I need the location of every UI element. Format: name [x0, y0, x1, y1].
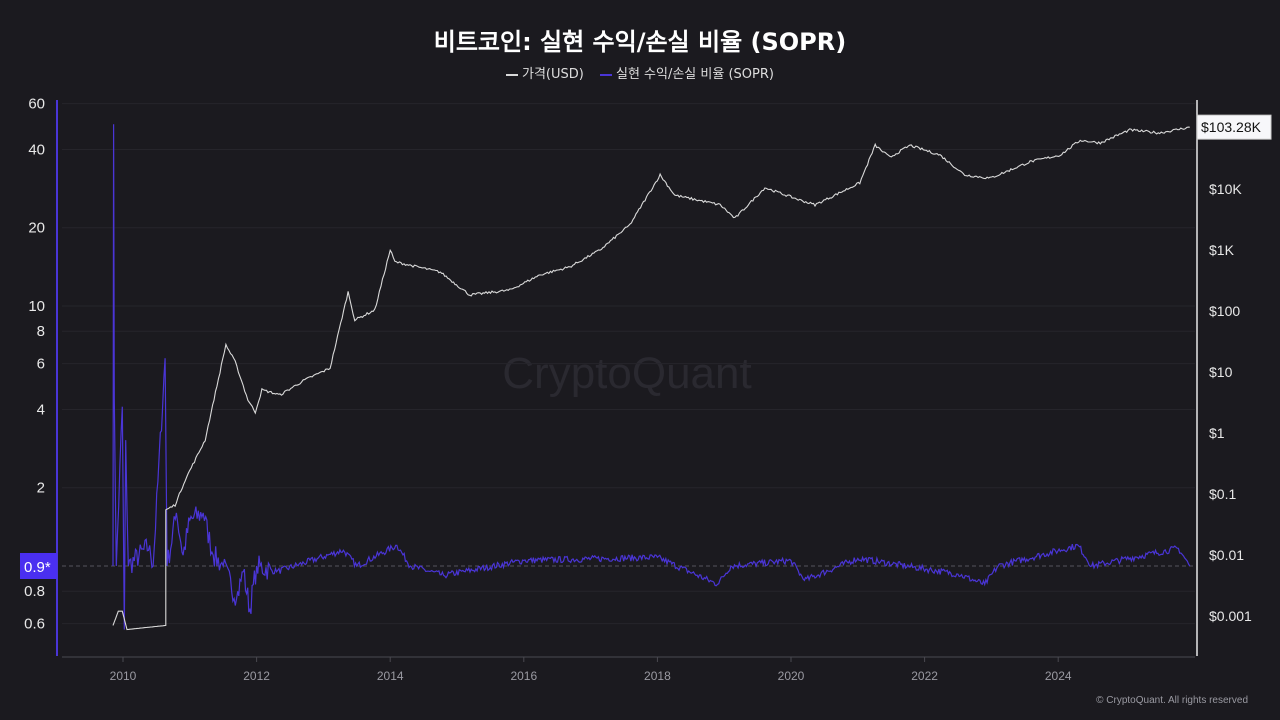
legend-item-sopr[interactable]: 실현 수익/손실 비율 (SOPR): [600, 67, 774, 82]
sopr-marker-label: 0.9*: [24, 559, 51, 576]
right-tick-label: $0.001: [1209, 608, 1252, 624]
right-tick-label: $1K: [1209, 242, 1235, 258]
legend: 가격(USD) 실현 수익/손실 비율 (SOPR): [0, 63, 1280, 82]
x-tick-label: 2012: [243, 669, 270, 683]
x-tick-label: 2024: [1045, 669, 1072, 683]
x-tick-label: 2016: [510, 669, 537, 683]
left-tick-label: 4: [37, 401, 45, 418]
left-tick-label: 60: [28, 96, 45, 113]
price-marker-box: [1196, 114, 1272, 140]
left-tick-label: 20: [28, 220, 45, 237]
right-tick-label: $100: [1209, 303, 1240, 319]
price-marker-label: $103.28K: [1201, 119, 1262, 135]
left-tick-label: 40: [28, 141, 45, 158]
price-current-marker: $103.28K: [1196, 114, 1272, 140]
x-tick-label: 2022: [911, 669, 938, 683]
legend-label-price: 가격(USD): [522, 67, 584, 82]
legend-item-price[interactable]: 가격(USD): [506, 67, 584, 82]
right-tick-label: $10: [1209, 364, 1233, 380]
x-tick-label: 2010: [110, 669, 137, 683]
price-line: [112, 126, 1190, 631]
left-tick-label: 0.6: [24, 616, 45, 633]
left-tick-label: 0.8: [24, 583, 45, 600]
sopr-marker-box: [20, 553, 57, 579]
right-tick-label: $10K: [1209, 181, 1242, 197]
right-tick-label: $0.01: [1209, 547, 1244, 563]
chart-title: 비트코인: 실현 수익/손실 비율 (SOPR): [433, 28, 847, 56]
axes-labels: 6040201086420.80.6$10K$1K$100$10$1$0.1$0…: [20, 96, 1272, 683]
sopr-current-marker: 0.9*: [20, 553, 57, 579]
left-tick-label: 2: [37, 480, 45, 497]
series-layer: [112, 124, 1191, 631]
x-tick-label: 2020: [778, 669, 805, 683]
x-tick-label: 2014: [377, 669, 404, 683]
sopr-line: [112, 124, 1191, 630]
left-tick-label: 6: [37, 356, 45, 373]
left-tick-label: 10: [28, 298, 45, 315]
right-tick-label: $1: [1209, 425, 1225, 441]
watermark: CryptoQuant: [502, 349, 751, 398]
grid: [62, 103, 1195, 625]
legend-label-sopr: 실현 수익/손실 비율 (SOPR): [616, 67, 774, 82]
legend-swatch-sopr: [600, 73, 612, 76]
copyright: © CryptoQuant. All rights reserved: [1096, 695, 1248, 706]
right-tick-label: $0.1: [1209, 486, 1236, 502]
left-tick-label: 8: [37, 323, 45, 340]
x-tick-label: 2018: [644, 669, 671, 683]
legend-swatch-price: [506, 73, 519, 76]
